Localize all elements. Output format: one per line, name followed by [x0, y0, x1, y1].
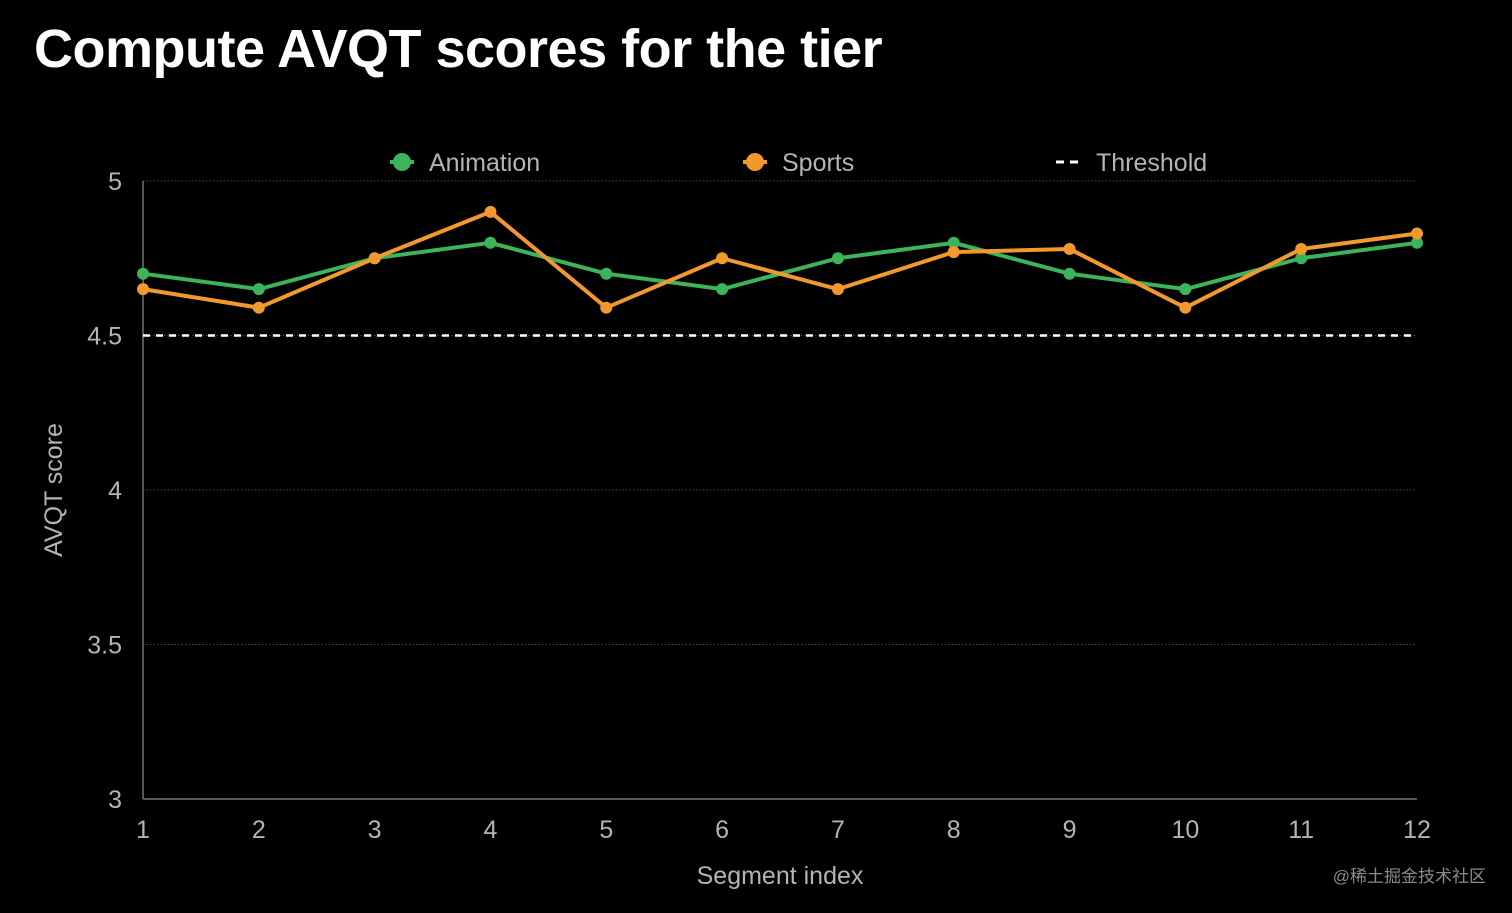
series-line-animation [141, 240, 1419, 292]
data-point-animation [947, 236, 960, 249]
data-point-animation [1411, 236, 1423, 249]
legend: Animation Sports Threshold [390, 149, 1207, 177]
data-point-sports [1295, 242, 1308, 255]
series-line-sports [141, 209, 1419, 310]
legend-marker-sports [746, 153, 764, 171]
y-tick-label: 4.5 [87, 323, 122, 351]
data-point-animation [716, 283, 729, 296]
y-axis-title: AVQT score [40, 423, 68, 557]
y-tick-label: 3 [108, 786, 122, 814]
data-point-animation [600, 267, 613, 280]
data-point-sports [600, 301, 613, 314]
legend-marker-animation [393, 153, 411, 171]
x-tick-label: 2 [252, 816, 266, 844]
page-title: Compute AVQT scores for the tier [34, 19, 883, 79]
data-point-animation [137, 267, 149, 280]
legend-label-sports: Sports [782, 149, 854, 177]
data-point-animation [1295, 252, 1308, 265]
y-tick-label: 5 [108, 168, 122, 196]
x-tick-label: 10 [1171, 816, 1199, 844]
x-tick-label: 6 [715, 816, 729, 844]
y-tick-label: 3.5 [87, 632, 122, 660]
data-point-sports [1063, 242, 1076, 255]
x-tick-label: 3 [368, 816, 382, 844]
legend-label-threshold: Threshold [1096, 149, 1207, 177]
watermark: @稀土掘金技术社区 [1332, 867, 1486, 886]
data-point-sports [947, 246, 960, 259]
data-series [137, 205, 1423, 314]
data-point-sports [137, 283, 149, 296]
x-axis-title: Segment index [697, 862, 864, 890]
x-tick-label: 8 [947, 816, 961, 844]
data-point-animation [1063, 267, 1076, 280]
x-tick-label: 1 [136, 816, 150, 844]
data-point-sports [1179, 301, 1192, 314]
x-tick-label: 7 [831, 816, 845, 844]
data-point-animation [1179, 283, 1192, 296]
data-point-animation [484, 236, 497, 249]
y-tick-label: 4 [108, 477, 122, 505]
data-point-sports [1411, 227, 1423, 240]
data-point-animation [831, 252, 844, 265]
data-point-sports [368, 252, 381, 265]
x-tick-label: 4 [484, 816, 498, 844]
x-tick-label: 11 [1288, 816, 1314, 844]
data-point-sports [252, 301, 265, 314]
data-point-sports [716, 252, 729, 265]
grid-lines [143, 180, 1417, 645]
x-tick-label: 9 [1063, 816, 1077, 844]
x-tick-label: 5 [599, 816, 613, 844]
data-point-animation [252, 283, 265, 296]
x-tick-label: 12 [1403, 816, 1431, 844]
data-point-sports [831, 283, 844, 296]
legend-label-animation: Animation [429, 149, 540, 177]
data-point-sports [484, 205, 497, 218]
